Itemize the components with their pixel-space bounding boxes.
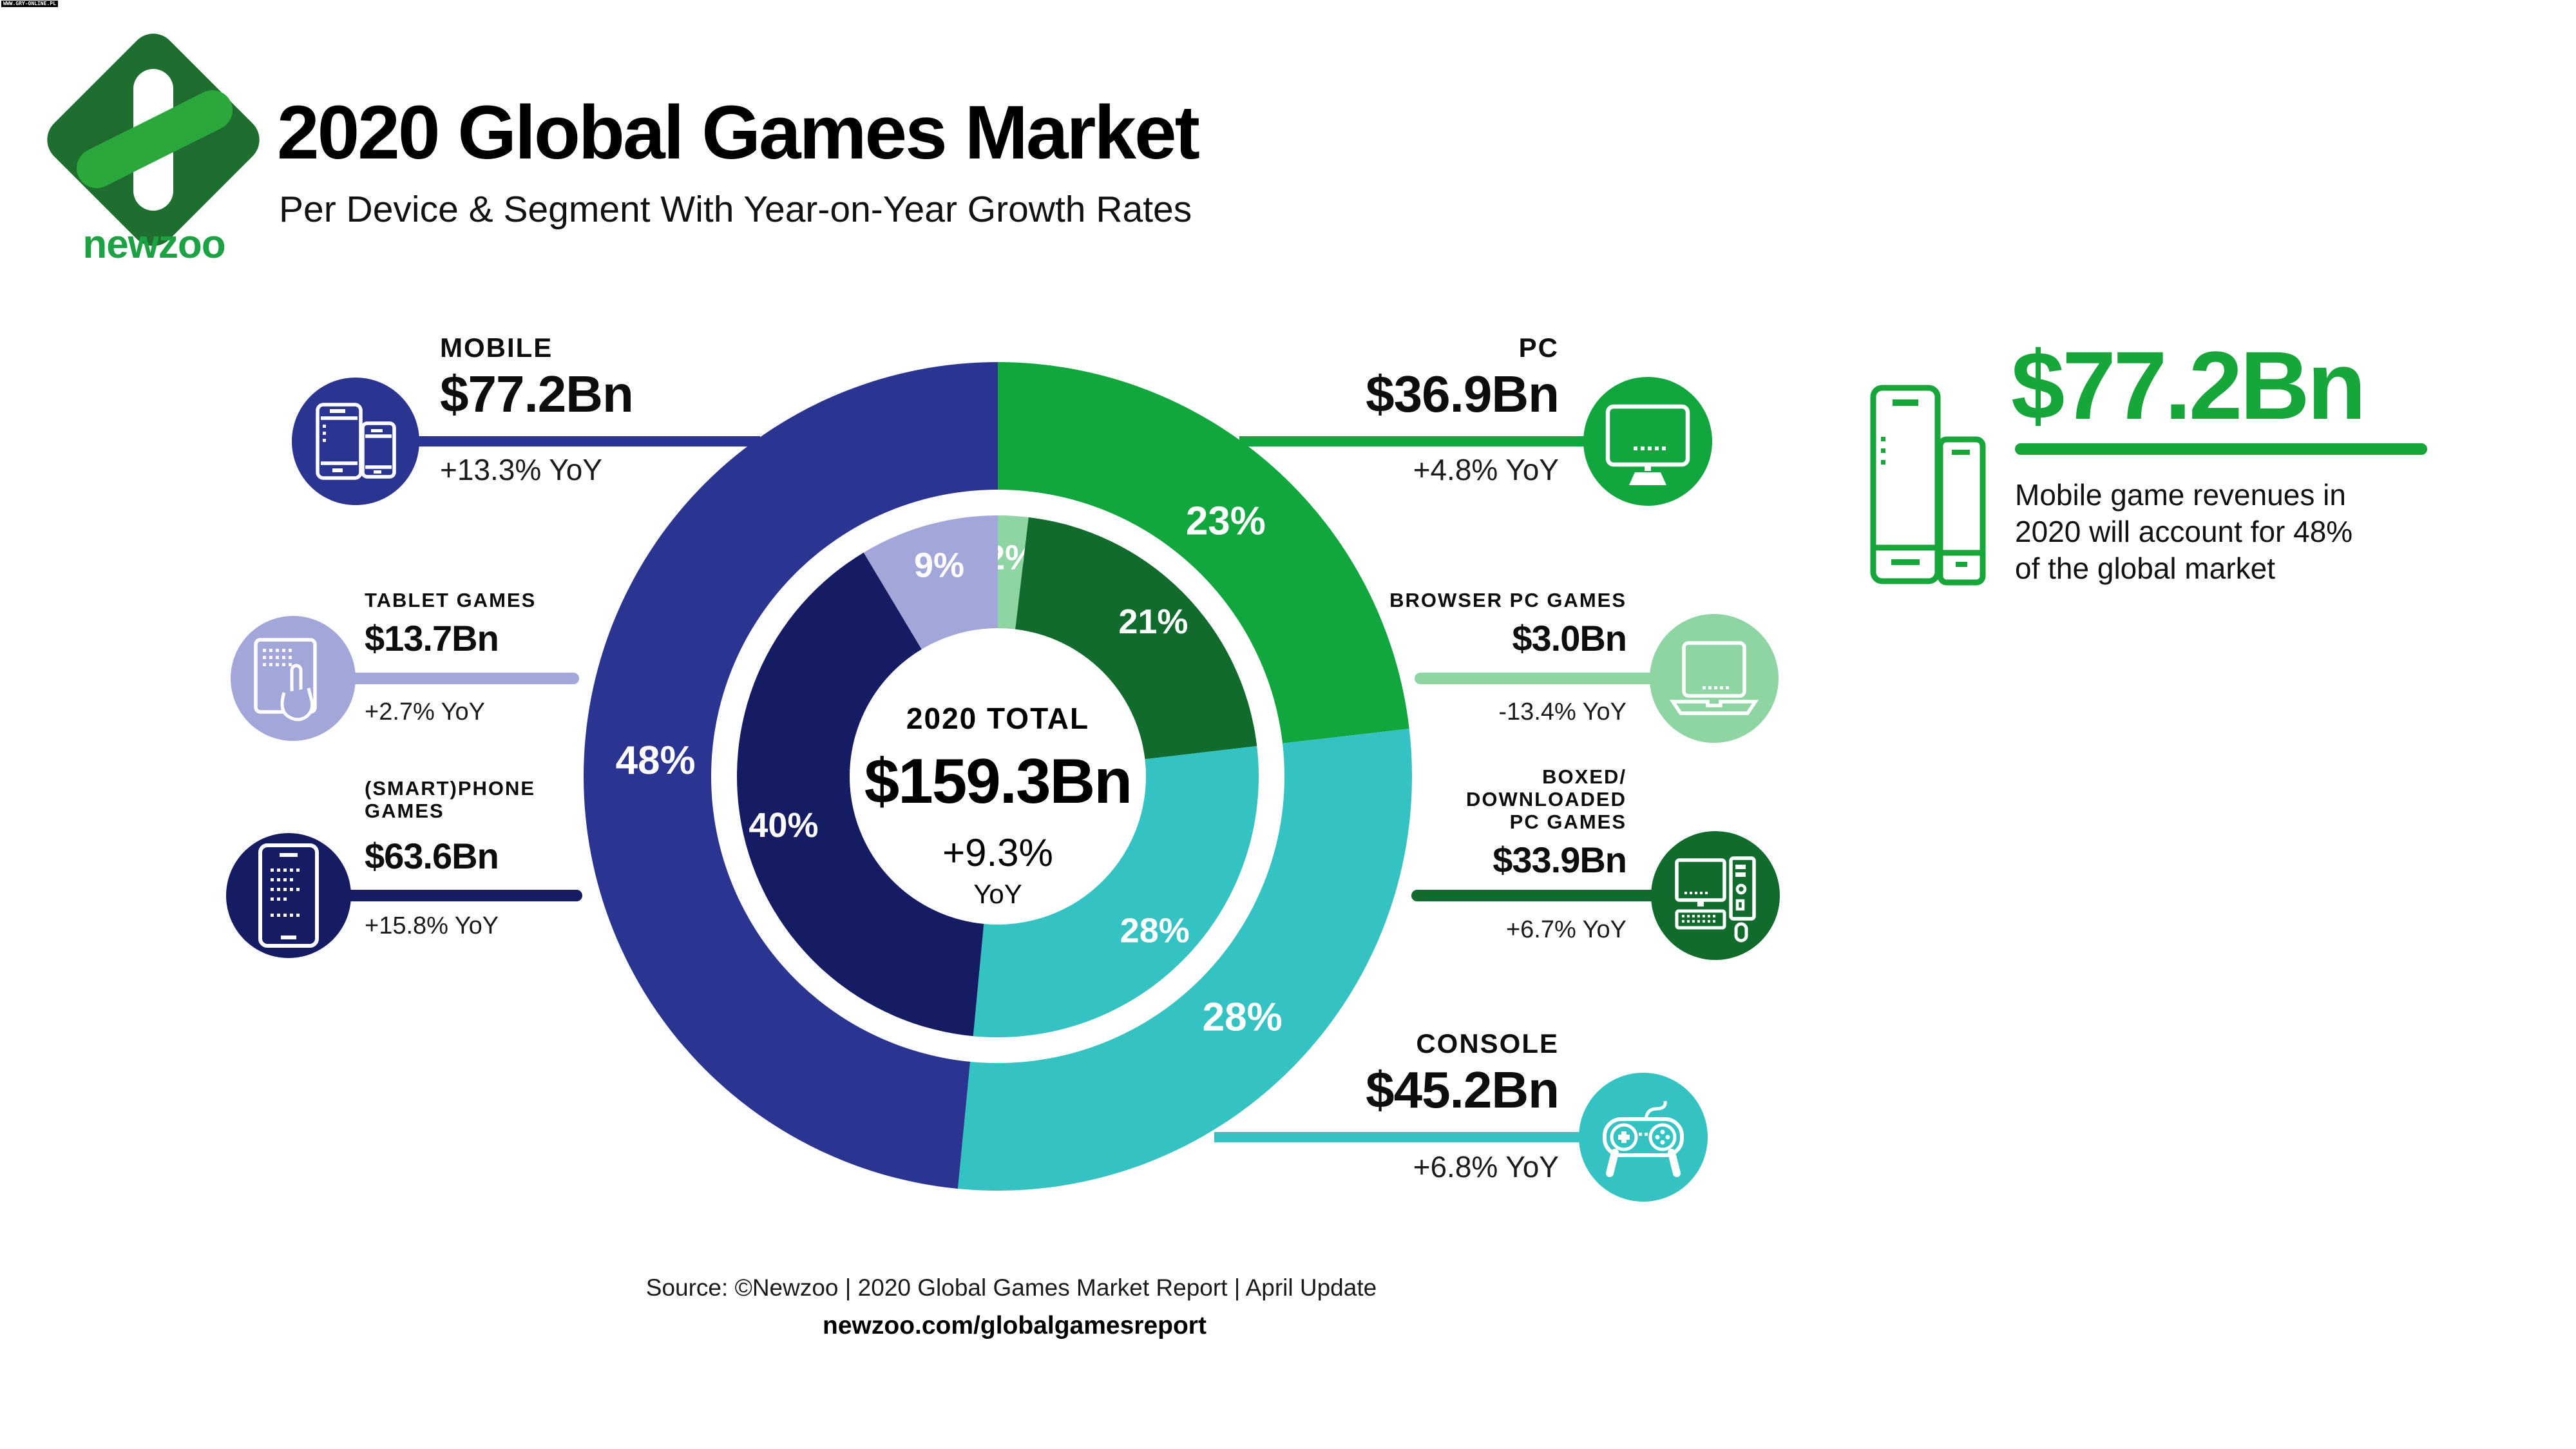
card-smartphone-name-line2: GAMES <box>365 800 444 822</box>
card-mobile-name: MOBILE <box>440 332 553 363</box>
segment-percent-label: 28% <box>1120 911 1190 950</box>
donut-segment-outer_ring-pc <box>998 362 1409 744</box>
page-title: 2020 Global Games Market <box>277 90 1200 175</box>
segment-percent-label: 40% <box>749 806 818 845</box>
icon-circle-console <box>1579 1073 1708 1202</box>
watermark: WWW.GRY-ONLINE.PL <box>1 1 58 7</box>
callout-text-line3: of the global market <box>2015 552 2276 585</box>
page-subtitle: Per Device & Segment With Year-on-Year G… <box>279 189 1192 230</box>
center-label: 2020 TOTAL <box>906 702 1090 735</box>
card-browser-name: BROWSER PC GAMES <box>1389 589 1627 611</box>
donut-segment-inner_ring--smart-phone-games <box>737 552 984 1037</box>
donut-chart: 23%28%48%2%21%28%40%9% <box>583 362 1412 1191</box>
callout-phones-icon <box>1870 385 2427 586</box>
callout-value: $77.2Bn <box>2011 331 2366 439</box>
callout-text-line1: Mobile game revenues in <box>2015 478 2346 512</box>
card-browser-yoy: -13.4% YoY <box>1498 698 1627 725</box>
source-url: newzoo.com/globalgamesreport <box>823 1312 1207 1339</box>
card-boxed-amount: $33.9Bn <box>1493 840 1627 880</box>
card-smartphone-amount: $63.6Bn <box>365 836 499 876</box>
card-tablet-amount: $13.7Bn <box>365 618 499 658</box>
card-pc-yoy: +4.8% YoY <box>1413 453 1559 486</box>
center-growth: +9.3% <box>942 831 1053 874</box>
card-tablet-yoy: +2.7% YoY <box>365 698 486 725</box>
card-boxed-name-line2: DOWNLOADED <box>1465 788 1627 811</box>
donut-center: 2020 TOTAL $159.3Bn +9.3% YoY <box>830 701 1165 910</box>
desktop-computer-icon <box>1675 856 1756 943</box>
smartphone-icon <box>258 843 319 948</box>
tablet-hand-icon <box>254 638 317 722</box>
card-boxed-yoy: +6.7% YoY <box>1505 916 1627 943</box>
segment-percent-label: 28% <box>1203 995 1283 1039</box>
center-unit: YoY <box>973 879 1022 909</box>
segment-percent-label: 23% <box>1186 499 1266 543</box>
icon-circle-mobile <box>292 378 419 505</box>
card-smartphone-name: (SMART)PHONE GAMES <box>365 777 535 822</box>
donut-segment-outer_ring-mobile <box>583 362 998 1189</box>
pc-monitor-icon <box>1605 404 1690 485</box>
newzoo-logo-icon <box>47 34 260 246</box>
icon-circles <box>226 377 1780 1202</box>
icon-circle-pc <box>1583 377 1712 506</box>
gamepad-icon <box>1603 1100 1684 1177</box>
card-console-amount: $45.2Bn <box>1366 1061 1560 1118</box>
icon-circle-browser <box>1650 614 1779 743</box>
card-boxed-name: BOXED/ DOWNLOADED PC GAMES <box>1466 765 1627 833</box>
card-console-name: CONSOLE <box>1416 1028 1559 1059</box>
card-pc-name: PC <box>1518 332 1559 363</box>
donut-segment-inner_ring-boxed-downloaded-pc-games <box>1015 517 1257 760</box>
icon-circle-smartphone <box>226 833 351 958</box>
segment-percent-label: 9% <box>914 546 964 584</box>
card-console-yoy: +6.8% YoY <box>1413 1150 1559 1184</box>
card-pc-amount: $36.9Bn <box>1366 365 1560 423</box>
mobile-phones-icon <box>316 403 396 480</box>
donut-segment-inner_ring-tablet-games <box>863 515 998 649</box>
card-mobile-yoy: +13.3% YoY <box>440 453 602 486</box>
laptop-icon <box>1669 641 1759 715</box>
card-boxed-name-line3: PC GAMES <box>1509 811 1627 833</box>
donut-segment-inner_ring-console <box>973 746 1259 1037</box>
callout-text-line2: 2020 will account for 48% <box>2015 515 2353 548</box>
segment-percent-label: 48% <box>616 738 696 783</box>
card-smartphone-name-line1: (SMART)PHONE <box>365 777 536 800</box>
newzoo-wordmark: newzoo <box>82 222 225 267</box>
donut-segment-outer_ring-console <box>957 728 1412 1191</box>
callout-text: Mobile game revenues in 2020 will accoun… <box>2015 477 2352 587</box>
callout-underline <box>2015 443 2427 455</box>
card-boxed-name-line1: BOXED/ <box>1542 765 1627 788</box>
donut-segment-inner_ring-browser-pc-games <box>998 515 1029 629</box>
card-smartphone-yoy: +15.8% YoY <box>365 912 499 939</box>
center-total: $159.3Bn <box>864 745 1132 816</box>
segment-percent-label: 21% <box>1118 602 1188 641</box>
card-tablet-name: TABLET GAMES <box>365 589 537 611</box>
source-line: Source: ©Newzoo | 2020 Global Games Mark… <box>645 1274 1377 1301</box>
icon-circle-boxed <box>1651 831 1780 960</box>
card-mobile-amount: $77.2Bn <box>440 365 634 423</box>
card-browser-amount: $3.0Bn <box>1512 618 1627 658</box>
